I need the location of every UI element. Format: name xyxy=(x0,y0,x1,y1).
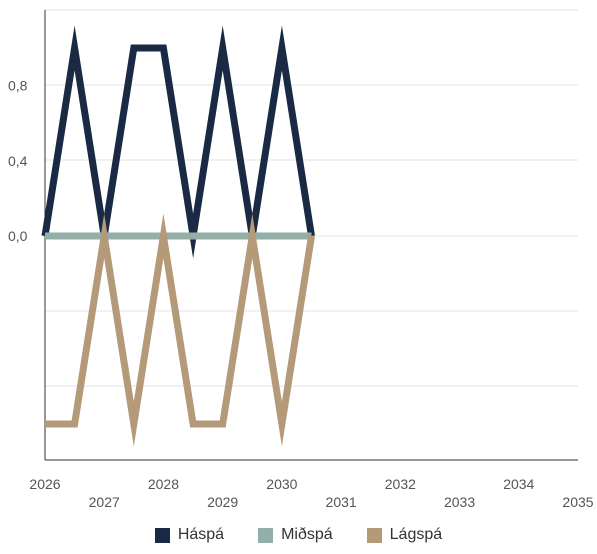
x-tick-label: 2031 xyxy=(326,494,357,510)
legend-label: Lágspá xyxy=(389,526,443,543)
legend-item: Lágspá xyxy=(366,526,443,544)
series-line-Háspá xyxy=(41,25,315,259)
legend-label: Miðspá xyxy=(281,526,333,543)
x-tick-label: 2026 xyxy=(29,476,60,492)
legend-swatch xyxy=(154,527,170,543)
x-tick-label: 2034 xyxy=(503,476,534,492)
x-tick-label: 2027 xyxy=(89,494,120,510)
x-tick-label: 2030 xyxy=(266,476,297,492)
series-lines xyxy=(41,25,315,447)
legend-item: Háspá xyxy=(154,526,225,544)
legend-item: Miðspá xyxy=(258,526,333,544)
x-tick-label: 2035 xyxy=(562,494,593,510)
x-tick-label: 2028 xyxy=(148,476,179,492)
y-tick-labels: 0,8 0,4 0,0 xyxy=(8,78,28,244)
line-chart: 0,80,40,0 202620272028202920302031203220… xyxy=(8,9,594,510)
legend-swatch xyxy=(258,527,274,543)
series-line-Lágspá xyxy=(45,213,315,447)
y-tick-label: 0,8 xyxy=(8,78,28,94)
x-tick-label: 2033 xyxy=(444,494,475,510)
y-tick-label: 0,0 xyxy=(8,228,28,244)
x-tick-label: 2029 xyxy=(207,494,238,510)
legend-label: Háspá xyxy=(177,526,225,543)
legend: Háspá Miðspá Lágspá xyxy=(0,526,597,544)
x-tick-label: 2032 xyxy=(385,476,416,492)
y-tick-label: 0,4 xyxy=(8,153,28,169)
legend-swatch xyxy=(366,527,382,543)
x-tick-labels: 2026 2027 2028 2029 2030 2031 2032 2033 2034 2035 xyxy=(29,476,593,510)
